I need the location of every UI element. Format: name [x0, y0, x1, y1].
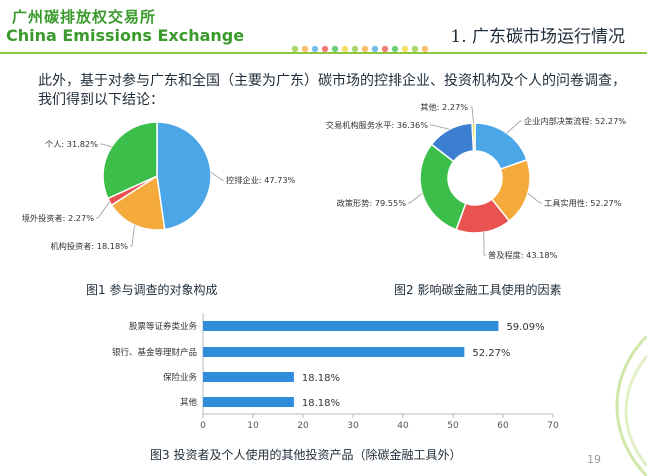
fig2-slice-2-leader [483, 232, 486, 256]
fig2-caption: 图2 影响碳金融工具使用的因素 [394, 283, 562, 297]
fig1-slice-0-leader [210, 171, 224, 181]
header-dot [291, 45, 299, 53]
fig3-value-label: 59.09% [506, 322, 544, 333]
fig3-category-label: 股票等证券类业务 [129, 321, 198, 332]
header-dot [401, 45, 409, 53]
fig1-slice-1-label: 机构投资者: 18.18% [50, 241, 128, 251]
fig2-slice-3 [419, 143, 467, 231]
fig2-slice-4-leader [430, 124, 450, 130]
header-dot [421, 45, 429, 53]
fig2-slice-1-leader [527, 192, 542, 204]
org-name-cn: 广州碳排放权交易所 [12, 8, 157, 26]
header-dot [351, 45, 359, 53]
header-dot [391, 45, 399, 53]
fig3-x-tick-label: 10 [247, 421, 259, 431]
header-dot [301, 45, 309, 53]
header-dot [311, 45, 319, 53]
fig3-x-tick-label: 70 [547, 421, 559, 431]
fig2-slice-0-leader [506, 120, 522, 134]
fig2-slice-5-leader [470, 106, 474, 124]
header-divider [0, 52, 647, 54]
header-dot [411, 45, 419, 53]
fig3-category-label: 保险业务 [163, 372, 198, 383]
fig2-slice-3-label: 政策形势: 79.55% [337, 198, 407, 208]
fig3-x-tick-label: 50 [447, 421, 459, 431]
fig3-value-label: 18.18% [302, 373, 340, 384]
header-dot [331, 45, 339, 53]
fig1-caption: 图1 参与调查的对象构成 [86, 283, 218, 297]
fig2-slice-4-label: 交易机构服务水平: 36.36% [326, 120, 428, 130]
fig2-slice-3-leader [408, 192, 423, 204]
fig3-x-tick-label: 20 [297, 421, 309, 431]
corner-decoration [615, 336, 647, 476]
header-dots-decoration [291, 45, 429, 53]
fig1-slice-1-leader [130, 225, 135, 247]
fig2-slice-1-label: 工具实用性: 52.27% [544, 198, 622, 208]
fig3-x-tick-label: 40 [397, 421, 409, 431]
fig3-x-tick-label: 30 [347, 421, 359, 431]
fig3-value-label: 18.18% [302, 398, 340, 409]
fig3-x-tick-label: 0 [200, 421, 206, 431]
fig3-bar-0 [203, 321, 499, 331]
fig1-slice-2-label: 境外投资者: 2.27% [22, 213, 95, 223]
fig1-slice-0-label: 控排企业: 47.73% [226, 175, 296, 185]
page-number: 19 [587, 453, 601, 466]
fig3-category-label: 银行、基金等理财产品 [112, 347, 197, 358]
fig1-slice-3-label: 个人: 31.82% [45, 139, 98, 149]
fig3-bar-1 [203, 347, 465, 357]
fig1-slice-0 [156, 121, 212, 231]
fig1-slice-3-leader [100, 143, 112, 148]
fig3-value-label: 52.27% [472, 348, 510, 359]
fig3-x-tick-label: 60 [497, 421, 509, 431]
section-title: 1. 广东碳市场运行情况 [450, 27, 625, 47]
fig3-caption: 图3 投资者及个人使用的其他投资产品（除碳金融工具外） [150, 448, 462, 462]
header-dot [381, 45, 389, 53]
header-dot [361, 45, 369, 53]
fig2-slice-0-label: 企业内部决策流程: 52.27% [524, 116, 626, 126]
header-dot [371, 45, 379, 53]
fig2-slice-5 [471, 122, 476, 152]
org-name-en: China Emissions Exchange [6, 26, 245, 45]
fig2-slice-5-label: 其他: 2.27% [420, 102, 468, 112]
header-dot [321, 45, 329, 53]
fig3-category-label: 其他 [180, 397, 198, 408]
intro-paragraph: 此外，基于对参与广东和全国（主要为广东）碳市场的控排企业、投资机构及个人的问卷调… [38, 73, 626, 108]
fig1-slice-2-leader [96, 201, 110, 219]
header-dot [341, 45, 349, 53]
fig1-slice-1 [110, 174, 166, 231]
fig3-bar-3 [203, 397, 294, 407]
fig2-slice-2-label: 普及程度: 43.18% [488, 250, 558, 260]
fig3-bar-2 [203, 372, 294, 382]
